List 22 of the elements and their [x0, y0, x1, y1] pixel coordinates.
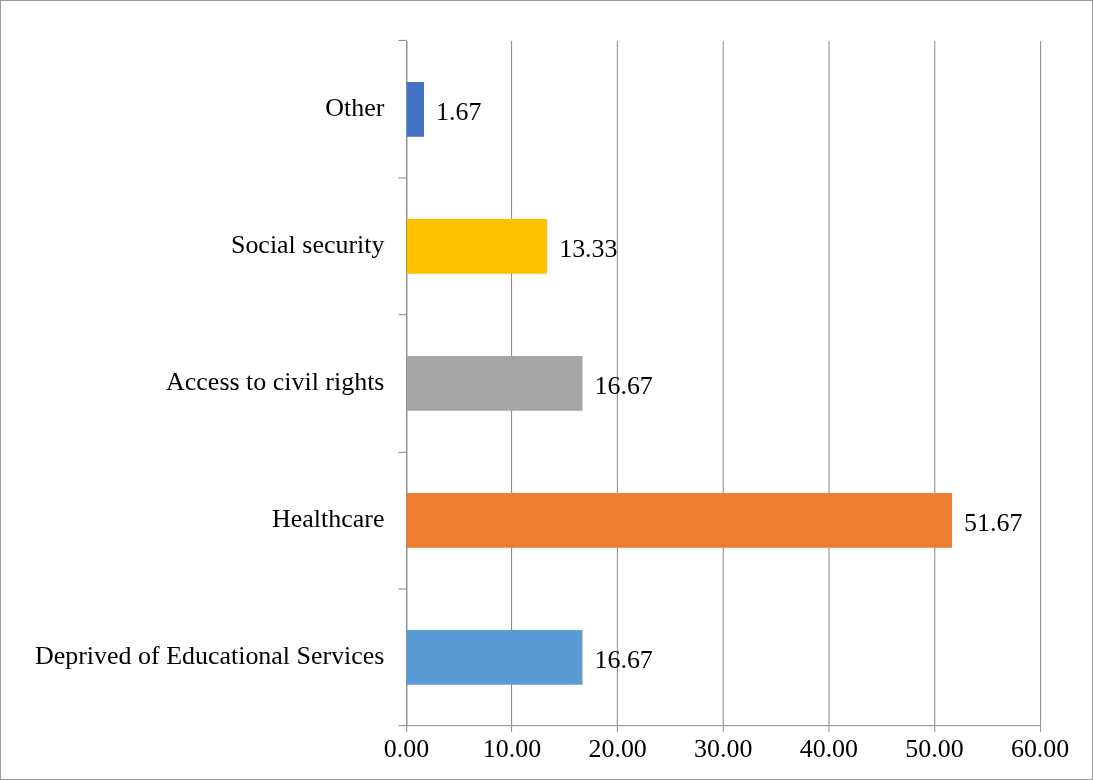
bar: [406, 219, 548, 274]
bar: [406, 493, 953, 548]
x-tick-label: 10.00: [482, 734, 542, 764]
x-tick-label: 60.00: [1010, 734, 1070, 764]
x-tick-label: 50.00: [905, 734, 964, 764]
bar: [406, 630, 583, 685]
y-tick-label: Social security: [230, 230, 385, 260]
data-label: 16.67: [594, 371, 653, 401]
bar: [406, 82, 425, 137]
y-tick-label: Other: [325, 93, 385, 123]
x-tick-label: 20.00: [588, 734, 647, 764]
y-tick-label: Deprived of Educational Services: [35, 641, 385, 671]
y-tick-label: Access to civil rights: [166, 367, 385, 397]
bar: [406, 356, 583, 411]
x-tick-label: 0.00: [383, 734, 430, 764]
data-label: 16.67: [594, 645, 653, 675]
y-tick-label: Healthcare: [272, 504, 385, 534]
data-label: 1.67: [436, 97, 482, 127]
x-tick-label: 30.00: [694, 734, 753, 764]
data-label: 13.33: [559, 234, 618, 264]
data-label: 51.67: [964, 508, 1023, 538]
x-tick-label: 40.00: [799, 734, 859, 764]
